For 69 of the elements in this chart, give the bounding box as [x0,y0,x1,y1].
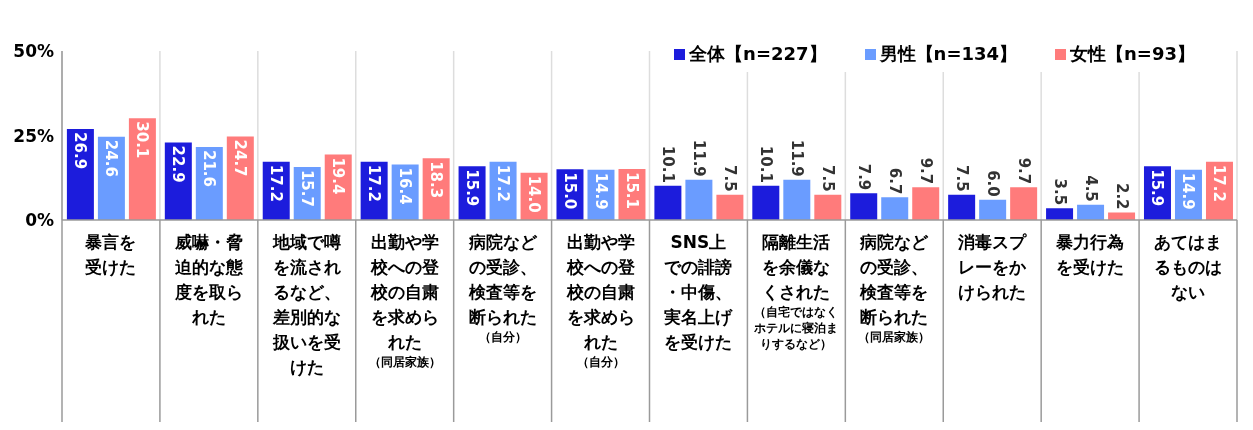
x-tick-label: 暴力行為を受けた [1055,232,1125,277]
x-tick-label: 消毒スプレーをかけられた [957,232,1028,302]
data-label: 3.5 [1050,178,1069,206]
data-label: 15.0 [560,172,579,210]
bar [783,179,811,220]
data-label: 16.4 [396,167,415,205]
bar [1046,208,1074,220]
bar [850,193,878,220]
data-label: 15.7 [298,169,317,207]
bar [979,199,1007,220]
data-label: 7.9 [854,163,873,191]
x-tick-label: 隔離生活を余儀なくされた（自宅ではなくホテルに寝泊まりするなど） [753,232,839,351]
data-label: 10.1 [658,145,677,183]
data-label: 17.2 [1210,164,1229,202]
data-label: 30.1 [133,121,152,159]
x-tick-label: あてはまるものはない [1154,232,1223,302]
data-label: 24.6 [102,139,121,177]
bar [685,179,713,220]
data-label: 2.2 [1112,182,1131,210]
data-label: 15.9 [1148,169,1167,207]
data-label: 22.9 [169,145,188,183]
data-label: 21.6 [200,149,219,188]
bar [1010,187,1038,220]
x-tick-label: 地域で噂を流されるなど、差別的な扱いを受けた [271,232,341,377]
bar [948,194,976,220]
x-tick-label: SNS上での誹謗・中傷、実名上げを受けた [663,232,734,352]
y-tick-label: 0% [25,210,54,231]
data-label: 14.9 [1179,172,1198,210]
data-label: 26.9 [71,132,90,170]
bar [128,118,156,220]
legend-label: 女性【n=93】 [1070,42,1195,66]
x-tick-label: 出勤や学校への登校の自粛を求められた（自分） [565,232,636,369]
x-tick-label: 暴言を受けた [84,232,137,277]
data-label: 4.5 [1081,175,1100,202]
bar [716,194,744,220]
data-label: 24.7 [231,139,250,177]
bar [814,194,842,220]
data-label: 11.9 [787,139,806,177]
legend-label: 男性【n=134】 [879,42,1018,66]
legend-label: 全体【n=227】 [689,42,827,66]
data-label: 17.2 [267,164,286,202]
data-label: 7.5 [720,165,739,192]
data-label: 17.2 [365,164,384,202]
bar [654,185,682,220]
x-tick-label: 病院などの受診、検査等を断られた（同居家族） [858,232,931,344]
data-label: 15.9 [463,169,482,207]
x-tick-label: 出勤や学校への登校の自粛を求められた（同居家族） [368,232,441,369]
y-tick-label: 50% [13,41,54,62]
y-tick-label: 25% [13,125,54,146]
data-label: 6.7 [885,167,904,195]
data-label: 10.1 [756,145,775,183]
data-label: 17.2 [494,164,513,202]
data-label: 9.7 [916,157,935,185]
x-tick-label: 威嚇・脅迫的な態度を取られた [173,232,244,327]
bar [1077,204,1105,220]
data-label: 18.3 [427,161,446,199]
x-tick-label: 病院などの受診、検査等を断られた（自分） [467,232,538,344]
data-label: 7.5 [818,165,837,192]
data-label: 15.1 [622,171,641,209]
data-label: 14.0 [525,175,544,213]
data-label: 19.4 [329,157,348,195]
bar [752,185,780,220]
data-label: 11.9 [689,139,708,177]
bar [881,197,909,220]
data-label: 6.0 [983,170,1002,197]
data-label: 7.5 [952,165,971,192]
bar [912,187,940,220]
data-label: 9.7 [1014,157,1033,185]
data-label: 14.9 [591,172,610,210]
